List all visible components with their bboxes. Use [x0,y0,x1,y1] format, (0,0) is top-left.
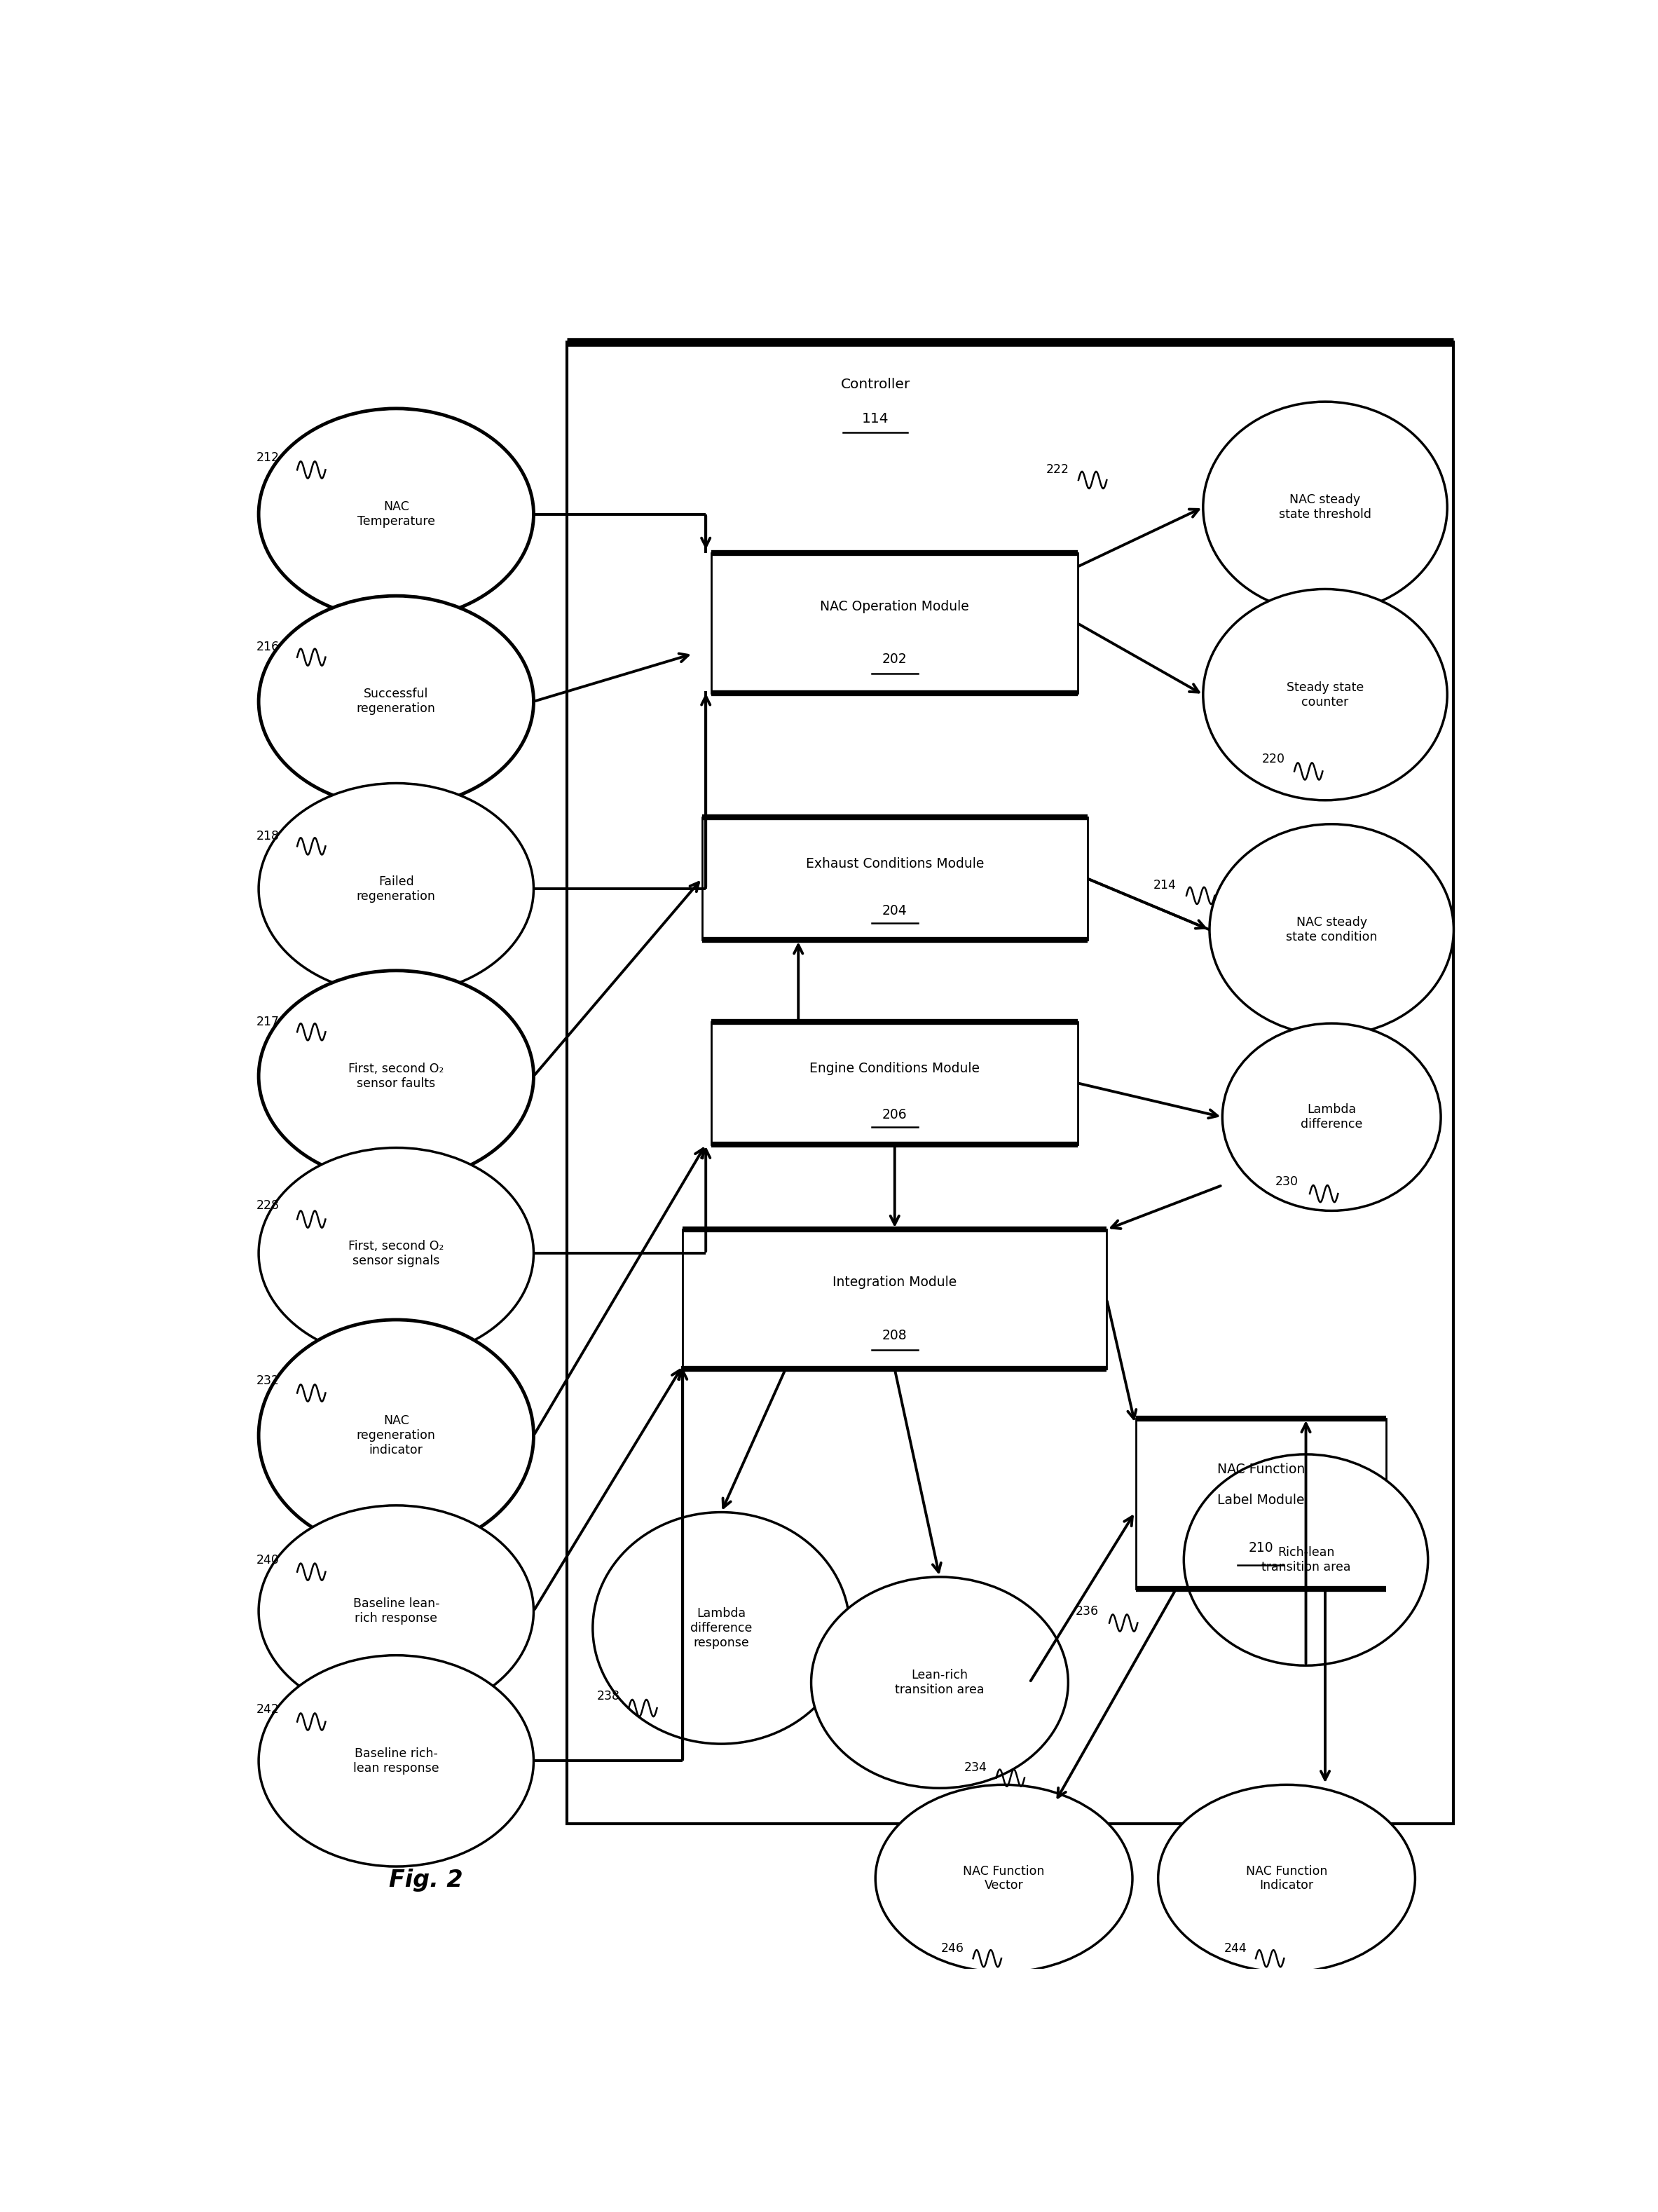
Text: 240: 240 [255,1553,279,1566]
Text: Integration Module: Integration Module [832,1276,957,1290]
Text: NAC Function: NAC Function [1217,1462,1305,1475]
Ellipse shape [1184,1453,1428,1666]
Bar [1136,1418,1386,1588]
Text: Engine Conditions Module: Engine Conditions Module [809,1062,980,1075]
Bar [701,816,1088,940]
Text: Fig. 2: Fig. 2 [388,1869,463,1891]
Ellipse shape [594,1513,849,1743]
Text: 238: 238 [597,1690,620,1703]
Text: NAC Function
Indicator: NAC Function Indicator [1245,1865,1328,1891]
Text: First, second O₂
sensor signals: First, second O₂ sensor signals [348,1239,444,1267]
Text: 206: 206 [882,1108,907,1121]
Text: 114: 114 [862,411,889,425]
Text: 246: 246 [942,1942,963,1955]
Text: 232: 232 [255,1374,279,1387]
Text: Lambda
difference: Lambda difference [1300,1104,1363,1130]
Ellipse shape [875,1785,1132,1973]
Ellipse shape [259,971,534,1181]
Text: Exhaust Conditions Module: Exhaust Conditions Module [806,858,983,872]
Text: 222: 222 [1046,465,1069,476]
Text: Controller: Controller [841,378,910,392]
Text: 230: 230 [1275,1175,1298,1188]
Ellipse shape [1222,1024,1441,1210]
Text: Lean-rich
transition area: Lean-rich transition area [895,1668,985,1697]
Ellipse shape [1204,588,1447,801]
Text: 234: 234 [965,1761,987,1774]
Text: Baseline rich-
lean response: Baseline rich- lean response [353,1747,439,1774]
Text: Successful
regeneration: Successful regeneration [356,688,436,714]
Text: 236: 236 [1076,1604,1099,1617]
Ellipse shape [1204,403,1447,613]
Text: 212: 212 [255,451,279,465]
Text: NAC steady
state threshold: NAC steady state threshold [1278,493,1371,520]
Ellipse shape [259,1148,534,1358]
Text: Rich-lean
transition area: Rich-lean transition area [1262,1546,1351,1573]
Text: 242: 242 [255,1703,279,1717]
Text: Steady state
counter: Steady state counter [1287,681,1365,708]
Text: NAC steady
state condition: NAC steady state condition [1287,916,1378,942]
Ellipse shape [259,1655,534,1867]
Text: NAC
Temperature: NAC Temperature [356,500,434,529]
Text: Failed
regeneration: Failed regeneration [356,876,436,902]
Text: Baseline lean-
rich response: Baseline lean- rich response [353,1597,439,1624]
Ellipse shape [259,1506,534,1717]
Bar [567,343,1454,1825]
Text: NAC Operation Module: NAC Operation Module [821,599,970,613]
Text: 218: 218 [255,830,279,843]
Ellipse shape [259,409,534,619]
Ellipse shape [1157,1785,1416,1973]
Text: 208: 208 [882,1329,907,1343]
Text: Label Module: Label Module [1217,1493,1305,1506]
Ellipse shape [259,595,534,807]
Text: 244: 244 [1224,1942,1247,1955]
Text: 220: 220 [1262,752,1285,765]
Text: 210: 210 [1248,1542,1273,1555]
Text: NAC Function
Vector: NAC Function Vector [963,1865,1045,1891]
Ellipse shape [259,783,534,995]
Text: 216: 216 [255,641,279,653]
Ellipse shape [1210,825,1454,1035]
Ellipse shape [811,1577,1068,1787]
Bar [711,1022,1078,1144]
Text: 228: 228 [255,1199,279,1212]
Ellipse shape [259,1321,534,1551]
Bar [711,553,1078,692]
Text: 202: 202 [882,653,907,666]
Text: 217: 217 [255,1015,279,1029]
Text: 204: 204 [882,905,907,918]
Bar [683,1230,1106,1369]
Text: First, second O₂
sensor faults: First, second O₂ sensor faults [348,1062,444,1091]
Text: 214: 214 [1152,878,1176,891]
Text: Lambda
difference
response: Lambda difference response [690,1608,753,1648]
Text: NAC
regeneration
indicator: NAC regeneration indicator [356,1416,436,1455]
